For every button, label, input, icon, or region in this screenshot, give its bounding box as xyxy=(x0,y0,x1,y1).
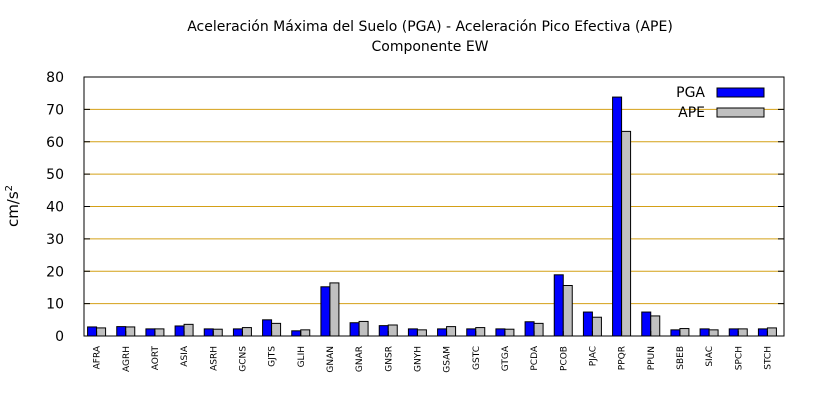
bar-pga xyxy=(524,321,535,337)
y-tick-label: 30 xyxy=(46,232,64,248)
bar-pga xyxy=(437,328,448,337)
x-tick-label: GNAR xyxy=(355,346,365,372)
x-tick-label: AORT xyxy=(151,346,161,371)
bar-pga xyxy=(407,328,418,337)
bar-ape xyxy=(212,328,223,337)
legend-swatch-ape xyxy=(716,107,765,118)
chart-title: Aceleración Máxima del Suelo (PGA) - Ace… xyxy=(187,19,673,35)
x-tick-label: SBEB xyxy=(676,346,686,370)
bar-pga xyxy=(145,328,156,337)
y-tick-label: 70 xyxy=(46,102,64,118)
bar-pga xyxy=(699,328,710,337)
bar-pga xyxy=(291,330,302,337)
bar-ape xyxy=(125,326,136,337)
bar-ape xyxy=(737,328,748,337)
x-tick-label: PPUN xyxy=(647,346,657,370)
y-tick-label: 10 xyxy=(46,297,64,313)
x-tick-label: PCOB xyxy=(559,346,569,371)
bar-ape xyxy=(679,328,690,337)
legend-swatch-pga xyxy=(716,87,765,98)
x-tick-label: PJAC xyxy=(588,346,598,366)
y-tick-label: 40 xyxy=(46,200,64,216)
x-tick-label: SIAC xyxy=(705,346,715,367)
bar-pga xyxy=(320,286,331,337)
bar-ape xyxy=(183,323,194,337)
bar-pga xyxy=(582,311,593,337)
x-tick-label: ASIA xyxy=(180,345,190,367)
bar-ape xyxy=(533,322,544,337)
bar-pga xyxy=(378,325,389,337)
y-tick-label: 0 xyxy=(55,329,64,345)
bar-ape xyxy=(387,324,398,337)
x-tick-label: GNYH xyxy=(413,346,423,372)
x-tick-label: AFRA xyxy=(93,345,103,369)
bar-pga xyxy=(757,328,768,337)
x-tick-label: GSAM xyxy=(443,346,453,373)
x-tick-label: PPQR xyxy=(618,346,628,370)
x-tick-label: ASRH xyxy=(209,346,219,371)
y-axis-label-exponent: 2 xyxy=(4,185,15,191)
bar-ape xyxy=(96,327,107,337)
bar-ape xyxy=(416,329,427,337)
legend-label-pga: PGA xyxy=(676,85,705,101)
bar-pga xyxy=(612,96,623,337)
bar-ape xyxy=(475,327,486,337)
x-tick-label: GTGA xyxy=(501,345,511,371)
bar-ape xyxy=(562,284,573,337)
legend-label-ape: APE xyxy=(678,105,705,121)
bar-pga xyxy=(553,274,564,337)
bar-pga xyxy=(232,328,243,337)
x-tick-label: GNAN xyxy=(326,346,336,373)
y-axis-ticks: 0 10 20 30 40 50 60 70 80 xyxy=(46,70,784,345)
bar-pga xyxy=(670,329,681,337)
y-tick-label: 50 xyxy=(46,167,64,183)
bar-ape xyxy=(650,315,661,337)
bar-ape xyxy=(504,328,515,337)
bar-ape xyxy=(621,130,632,337)
bars xyxy=(87,96,777,337)
bar-pga xyxy=(203,328,214,337)
bar-pga xyxy=(728,328,739,337)
y-tick-label: 80 xyxy=(46,70,64,86)
y-axis-label: cm/s2 xyxy=(4,185,22,227)
bar-ape xyxy=(766,327,777,337)
bar-pga xyxy=(466,328,477,337)
bar-pga xyxy=(495,328,506,337)
bar-ape xyxy=(154,328,165,337)
y-tick-label: 20 xyxy=(46,264,64,280)
bar-pga xyxy=(116,326,127,337)
bar-pga xyxy=(174,325,185,337)
y-axis-label-unit: cm/s xyxy=(4,191,22,227)
bar-pga xyxy=(262,319,273,337)
bar-ape xyxy=(329,282,340,337)
x-tick-label: AGRH xyxy=(122,346,132,372)
x-tick-label: GCNS xyxy=(238,346,248,372)
x-tick-label: GJTS xyxy=(268,346,278,367)
bar-ape xyxy=(300,329,311,337)
bar-pga xyxy=(641,311,652,337)
y-tick-label: 60 xyxy=(46,135,64,151)
plot-frame xyxy=(83,76,785,337)
x-tick-label: GLIH xyxy=(297,346,307,367)
bar-pga xyxy=(349,322,360,337)
bar-ape xyxy=(708,329,719,337)
x-axis-labels: AFRA AGRH AORT ASIA ASRH GCNS GJTS GLIH GNAN GNAR… xyxy=(93,331,773,373)
legend: PGA APE xyxy=(676,85,765,121)
bar-ape xyxy=(358,320,369,337)
bar-pga xyxy=(87,326,98,337)
x-tick-label: SPCH xyxy=(734,346,744,370)
x-tick-label: STCH xyxy=(763,346,773,370)
bar-ape xyxy=(591,316,602,337)
x-tick-label: GSTC xyxy=(472,346,482,370)
bar-ape xyxy=(271,322,282,337)
bar-ape xyxy=(446,326,457,337)
chart-subtitle: Componente EW xyxy=(371,39,488,55)
x-tick-label: GNSR xyxy=(384,346,394,372)
x-tick-label: PCDA xyxy=(530,345,540,370)
bar-ape xyxy=(241,327,252,337)
grid-lines xyxy=(84,108,784,305)
